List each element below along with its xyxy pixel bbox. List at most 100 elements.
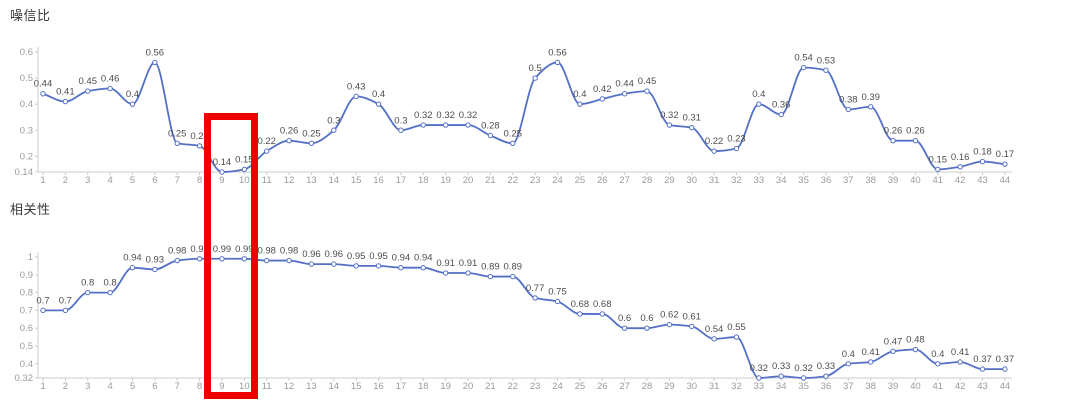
x-axis-label: 29 [664, 381, 675, 392]
data-point-marker [778, 373, 784, 379]
data-point-label: 0.41 [861, 347, 880, 358]
data-point-label: 0.94 [123, 253, 142, 264]
x-axis-label: 2 [63, 381, 68, 392]
data-point-label: 0.75 [548, 286, 567, 297]
y-axis-label: 1 [28, 252, 33, 263]
y-axis-label: 0.2 [20, 151, 33, 162]
data-point-label: 0.41 [56, 87, 75, 98]
data-point-marker [196, 256, 203, 262]
x-axis-label: 21 [485, 381, 496, 392]
data-point-label: 0.32 [750, 363, 769, 374]
y-axis-label: 0.4 [20, 359, 33, 370]
data-point-marker [442, 270, 449, 276]
data-point-label: 0.22 [257, 136, 276, 147]
y-axis-label: 0.8 [20, 288, 33, 299]
x-axis-label: 14 [329, 175, 340, 186]
x-axis-label: 6 [152, 175, 157, 186]
data-point-marker [666, 321, 673, 328]
data-point-marker [196, 143, 203, 149]
data-point-label: 0.54 [794, 53, 813, 64]
data-point-marker [487, 273, 494, 280]
data-point-label: 0.44 [615, 79, 634, 90]
x-axis-label: 7 [175, 175, 180, 186]
data-point-label: 0.43 [347, 81, 366, 92]
data-point-label: 0.61 [682, 311, 701, 322]
x-axis-label: 42 [955, 175, 966, 186]
data-point-marker [107, 85, 113, 92]
x-axis-label: 41 [933, 381, 944, 392]
data-point-label: 0.4 [573, 89, 586, 100]
data-point-marker [912, 346, 919, 353]
data-point-marker [621, 91, 628, 97]
data-point-marker [733, 145, 740, 152]
data-point-marker [331, 127, 337, 133]
data-point-label: 0.41 [951, 347, 970, 358]
data-point-marker [733, 334, 740, 340]
x-axis-label: 9 [219, 381, 224, 392]
data-point-marker [510, 273, 516, 280]
x-axis-label: 28 [642, 381, 653, 392]
data-point-label: 0.3 [394, 115, 407, 126]
data-point-marker [264, 257, 270, 264]
data-point-marker [398, 264, 404, 271]
data-point-label: 0.96 [302, 249, 321, 260]
data-point-marker [219, 169, 225, 175]
data-point-label: 0.68 [593, 299, 612, 310]
data-point-label: 0.8 [104, 278, 117, 289]
x-axis-label: 25 [575, 175, 586, 186]
x-axis-label: 3 [85, 381, 90, 392]
data-point-marker [219, 256, 225, 262]
data-point-label: 0.94 [392, 253, 411, 264]
data-point-marker [241, 256, 248, 262]
data-point-marker [823, 67, 829, 73]
data-point-marker [420, 122, 426, 128]
x-axis-label: 26 [597, 381, 608, 392]
data-point-marker [778, 111, 784, 118]
data-point-label: 0.32 [436, 110, 455, 121]
data-point-label: 0.37 [973, 354, 992, 365]
data-point-label: 0.89 [481, 262, 500, 273]
data-point-label: 0.46 [101, 74, 120, 85]
x-axis-label: 8 [197, 175, 202, 186]
data-point-label: 0.7 [36, 295, 49, 306]
x-axis-label: 19 [440, 381, 451, 392]
data-point-marker [152, 266, 158, 273]
data-point-marker [845, 106, 852, 113]
data-point-label: 0.99 [190, 244, 209, 255]
data-point-label: 0.4 [126, 89, 139, 100]
x-axis-label: 26 [597, 175, 608, 186]
data-point-marker [599, 311, 605, 317]
data-point-label: 0.14 [213, 157, 232, 168]
data-point-marker [174, 140, 180, 147]
x-axis-label: 25 [575, 381, 586, 392]
x-axis-label: 23 [530, 175, 541, 186]
y-axis-label: 0.6 [20, 47, 33, 58]
data-point-label: 0.39 [861, 92, 880, 103]
x-axis-label: 31 [709, 381, 720, 392]
line-series [42, 61, 1006, 173]
data-point-label: 0.23 [727, 134, 746, 145]
data-point-label: 0.33 [817, 361, 836, 372]
data-point-label: 0.15 [929, 154, 948, 165]
data-point-label: 0.99 [235, 244, 254, 255]
data-point-marker [442, 122, 449, 128]
data-point-label: 0.45 [78, 76, 97, 87]
x-axis-label: 33 [754, 381, 765, 392]
x-axis-label: 1 [40, 175, 45, 186]
data-point-marker [957, 164, 963, 170]
data-point-label: 0.28 [481, 120, 500, 131]
x-axis-label: 38 [865, 175, 876, 186]
data-point-marker [912, 137, 919, 144]
data-point-marker [85, 88, 91, 94]
x-axis-label: 43 [977, 381, 988, 392]
data-point-label: 0.7 [59, 295, 72, 306]
data-point-label: 0.96 [325, 249, 344, 260]
data-point-marker [890, 348, 896, 355]
x-axis-label: 43 [977, 175, 988, 186]
data-point-marker [711, 336, 717, 342]
data-point-label: 0.42 [593, 84, 612, 95]
x-axis-label: 2 [63, 175, 68, 186]
x-axis-label: 44 [1000, 175, 1011, 186]
data-point-marker [286, 257, 292, 264]
